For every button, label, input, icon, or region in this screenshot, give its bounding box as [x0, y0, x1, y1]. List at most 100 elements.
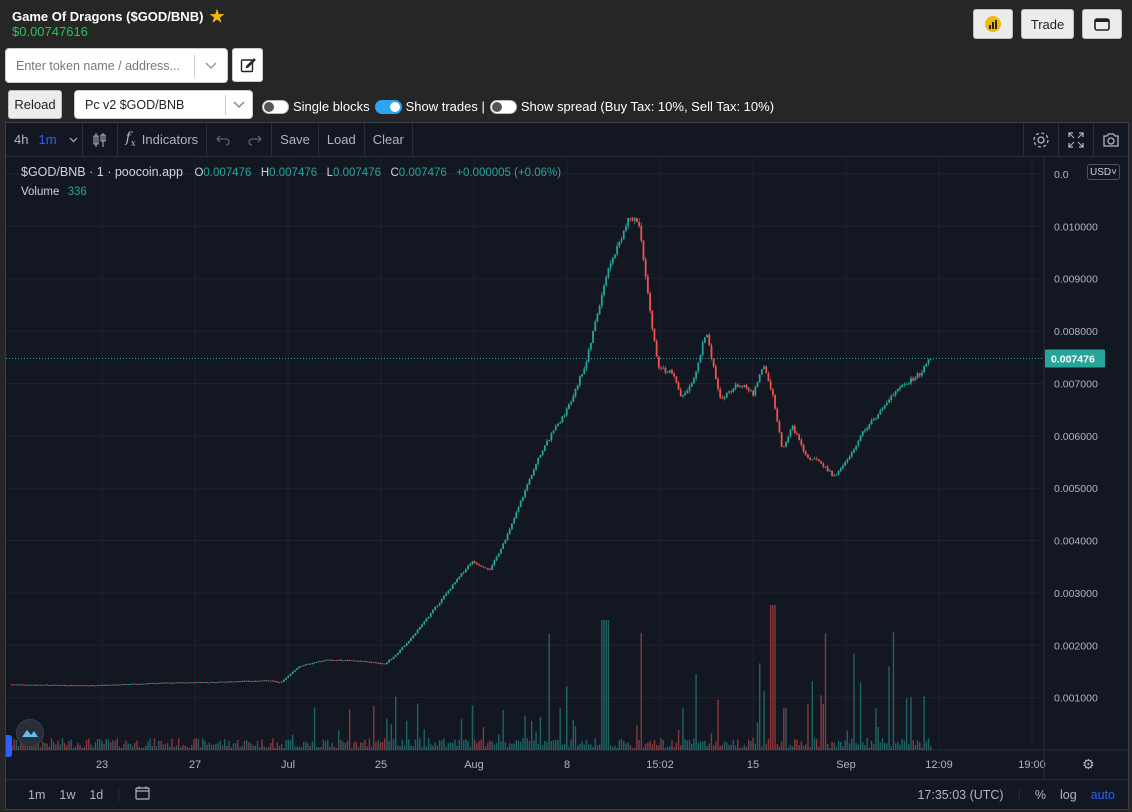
candle-body	[844, 461, 847, 466]
candle-body	[24, 684, 27, 686]
trade-button[interactable]: Trade	[1021, 9, 1074, 39]
candle-body	[627, 218, 630, 227]
volume-bar	[809, 747, 811, 750]
toolbar-divider	[1093, 123, 1094, 157]
interval-1m[interactable]: 1m	[38, 132, 57, 147]
log-scale-button[interactable]: log	[1059, 788, 1077, 802]
date-range-button[interactable]	[128, 786, 157, 803]
candle-body	[210, 682, 213, 683]
edit-token-button[interactable]	[232, 48, 263, 82]
range-1w[interactable]: 1w	[59, 787, 76, 802]
favorite-star-icon[interactable]: ★	[209, 7, 225, 26]
candle-body	[223, 681, 226, 683]
axis-settings-gear-icon[interactable]: ⚙	[1082, 757, 1095, 773]
volume-bar	[99, 739, 101, 750]
candle-body	[445, 593, 448, 596]
candle-body	[68, 685, 70, 687]
tradingview-logo-icon[interactable]	[16, 719, 44, 747]
range-1m[interactable]: 1m	[28, 787, 46, 802]
volume-bar	[204, 740, 206, 750]
candle-body	[247, 680, 250, 682]
candle-body	[662, 367, 665, 369]
candle-body	[443, 595, 445, 599]
candle-style-button[interactable]	[83, 123, 117, 157]
candle-body	[190, 682, 193, 684]
top-right-actions: Trade	[973, 9, 1122, 39]
candle-body	[265, 680, 268, 682]
candle-body	[495, 556, 498, 561]
legend-o-label: O	[194, 167, 204, 179]
candle-body	[74, 685, 77, 687]
candle-body	[864, 430, 866, 432]
interval-4h[interactable]: 4h	[14, 132, 29, 147]
auto-scale-button[interactable]: auto	[1090, 788, 1115, 802]
currency-selector[interactable]: USD˅	[1087, 164, 1120, 180]
reload-button[interactable]: Reload	[8, 90, 62, 119]
volume-bar	[386, 718, 388, 750]
settings-button[interactable]	[1024, 123, 1058, 157]
fullscreen-button[interactable]	[1059, 123, 1093, 157]
screenshot-button[interactable]	[1094, 123, 1128, 157]
interval-dropdown-chevron-icon[interactable]	[65, 123, 82, 157]
single-blocks-toggle[interactable]	[262, 99, 289, 114]
volume-bar	[693, 738, 695, 750]
volume-bar	[671, 740, 673, 750]
volume-bar	[544, 740, 546, 750]
range-1d[interactable]: 1d	[89, 787, 104, 802]
chevron-down-icon[interactable]	[195, 61, 227, 70]
volume-bar	[798, 745, 800, 750]
volume-bar	[535, 731, 537, 750]
volume-bar	[888, 666, 890, 750]
show-trades-toggle[interactable]	[374, 99, 402, 114]
candle-body	[118, 684, 121, 686]
candle-body	[885, 402, 888, 406]
save-button[interactable]: Save	[280, 132, 310, 147]
candle-body	[923, 366, 926, 373]
x-axis-tick-label: 15	[747, 759, 759, 771]
candle-body	[929, 359, 932, 361]
wallet-button[interactable]	[1082, 9, 1122, 39]
volume-bar	[864, 745, 866, 750]
candle-body	[361, 661, 364, 662]
price-chart-canvas[interactable]: 0.0 0.010000 0.009000 0.008000 0.007000 0.006…	[6, 157, 1128, 779]
volume-bar	[594, 738, 596, 750]
volume-bar	[193, 739, 195, 750]
volume-bar	[252, 745, 254, 750]
volume-bar	[41, 741, 44, 750]
candle-body	[668, 370, 671, 373]
candle-body	[267, 680, 270, 682]
side-panel-handle[interactable]	[6, 735, 12, 757]
clear-button[interactable]: Clear	[372, 132, 404, 147]
candle-body	[653, 328, 656, 342]
pair-select[interactable]: Pc v2 $GOD/BNB	[74, 90, 253, 119]
candle-body	[622, 230, 625, 240]
token-search-input[interactable]	[6, 49, 194, 82]
volume-bar	[522, 738, 524, 750]
percent-scale-button[interactable]: %	[1034, 788, 1046, 802]
candle-body	[96, 685, 99, 687]
volume-bar	[232, 743, 235, 750]
volume-bar	[166, 742, 169, 750]
volume-bar	[715, 741, 717, 750]
candle-body	[539, 455, 542, 458]
candle-body	[776, 408, 779, 422]
candle-body	[848, 456, 851, 460]
volume-bar	[147, 741, 149, 750]
volume-bar	[805, 744, 807, 750]
candle-body	[52, 684, 55, 686]
candle-body	[201, 682, 204, 683]
load-button[interactable]: Load	[326, 132, 356, 147]
volume-bar	[208, 742, 211, 750]
redo-button[interactable]	[239, 123, 271, 157]
indicators-button[interactable]: fx Indicators	[118, 123, 207, 157]
utc-time[interactable]: 17:35:03 (UTC)	[917, 788, 1004, 802]
candle-body	[600, 295, 603, 306]
show-spread-toggle[interactable]	[489, 99, 517, 114]
candle-body	[111, 684, 114, 686]
chart-toggle-button[interactable]	[973, 9, 1013, 39]
volume-bar	[498, 734, 500, 750]
candle-body	[177, 682, 180, 684]
candle-body	[638, 222, 640, 227]
volume-bar	[675, 742, 678, 750]
undo-button[interactable]	[207, 123, 239, 157]
